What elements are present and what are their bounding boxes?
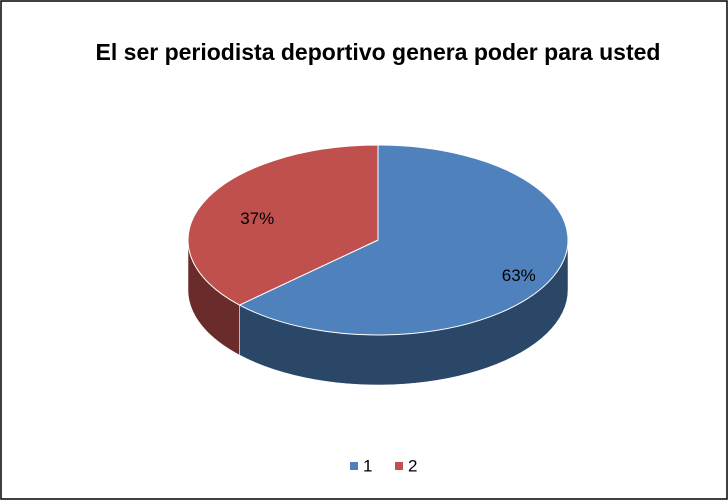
legend-swatch: [350, 462, 358, 470]
data-label: 63%: [502, 266, 536, 285]
slice: [187, 144, 379, 306]
legend-label: 1: [363, 456, 372, 475]
legend-swatch: [395, 462, 403, 470]
data-label: 37%: [240, 209, 274, 228]
slice: [238, 144, 569, 336]
chart-title: El ser periodista deportivo genera poder…: [95, 39, 661, 65]
legend-label: 2: [408, 456, 417, 475]
